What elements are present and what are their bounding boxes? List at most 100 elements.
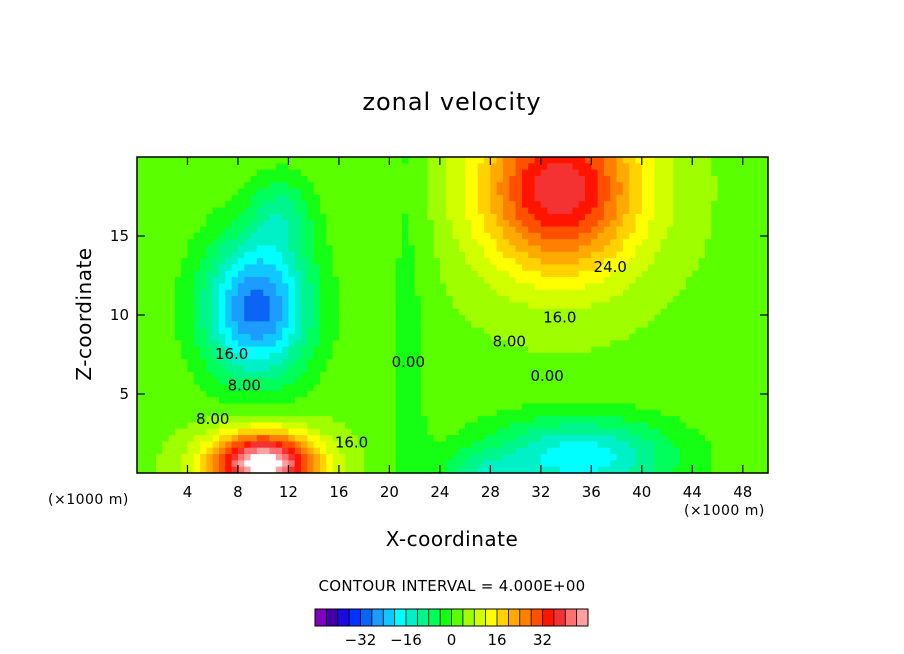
field-cell <box>288 220 296 228</box>
field-cell <box>364 232 372 240</box>
field-cell <box>553 466 561 473</box>
field-cell <box>641 258 649 266</box>
field-cell <box>200 378 208 386</box>
field-cell <box>206 441 214 449</box>
field-cell <box>471 378 479 386</box>
field-cell <box>502 365 510 373</box>
field-cell <box>559 422 567 430</box>
field-cell <box>383 315 390 322</box>
field-cell <box>162 315 170 322</box>
field-cell <box>534 340 542 348</box>
field-cell <box>711 409 719 417</box>
field-cell <box>585 232 592 240</box>
field-cell <box>168 289 176 297</box>
field-cell <box>742 182 750 190</box>
field-cell <box>200 346 208 354</box>
field-cell <box>200 441 208 449</box>
field-cell <box>528 390 536 398</box>
field-cell <box>484 194 491 202</box>
field-cell <box>288 308 296 316</box>
field-cell <box>402 182 409 190</box>
field-cell <box>237 251 245 259</box>
field-cell <box>559 416 567 424</box>
field-cell <box>307 454 315 461</box>
field-cell <box>521 201 529 209</box>
field-cell <box>742 232 750 240</box>
field-cell <box>181 175 189 183</box>
field-cell <box>730 384 738 392</box>
field-cell <box>730 163 738 171</box>
field-cell <box>704 333 712 341</box>
field-cell <box>736 466 744 473</box>
field-cell <box>162 302 170 310</box>
field-cell <box>137 422 144 430</box>
field-cell <box>515 220 523 228</box>
field-cell <box>528 207 536 215</box>
field-cell <box>174 296 182 303</box>
field-cell <box>673 207 681 215</box>
field-cell <box>534 201 542 209</box>
field-cell <box>742 296 750 303</box>
field-cell <box>149 207 157 215</box>
field-cell <box>458 245 466 253</box>
field-cell <box>736 327 744 335</box>
field-cell <box>326 163 334 171</box>
field-cell <box>730 194 738 202</box>
field-cell <box>282 384 290 392</box>
field-cell <box>490 175 498 183</box>
field-cell <box>174 157 182 164</box>
field-cell <box>667 346 674 354</box>
field-cell <box>212 163 220 171</box>
field-cell <box>275 270 283 278</box>
field-cell <box>679 428 687 436</box>
field-cell <box>376 213 384 221</box>
field-cell <box>420 454 428 461</box>
field-cell <box>622 409 630 417</box>
field-cell <box>237 352 245 360</box>
field-cell <box>231 207 239 215</box>
field-cell <box>389 157 397 164</box>
field-cell <box>206 194 214 202</box>
field-cell <box>225 264 233 272</box>
field-cell <box>137 327 144 335</box>
field-cell <box>566 163 573 171</box>
field-cell <box>629 390 637 398</box>
field-cell <box>389 163 397 171</box>
field-cell <box>742 460 750 468</box>
field-cell <box>484 226 491 234</box>
field-cell <box>420 182 428 190</box>
field-cell <box>610 435 618 442</box>
field-cell <box>534 441 542 449</box>
field-cell <box>616 409 624 417</box>
field-cell <box>395 454 403 461</box>
field-cell <box>597 302 605 310</box>
field-cell <box>219 220 226 228</box>
field-cell <box>502 264 510 272</box>
field-cell <box>755 384 763 392</box>
field-cell <box>648 182 656 190</box>
field-cell <box>610 333 618 341</box>
field-cell <box>704 289 712 297</box>
field-cell <box>547 194 555 202</box>
field-cell <box>704 207 712 215</box>
field-cell <box>711 365 719 373</box>
field-cell <box>408 416 416 424</box>
field-cell <box>509 403 517 411</box>
field-cell <box>465 169 473 177</box>
field-cell <box>654 182 662 190</box>
field-cell <box>648 169 656 177</box>
field-cell <box>231 371 239 379</box>
field-cell <box>383 340 390 348</box>
field-cell <box>616 283 624 291</box>
field-cell <box>749 315 756 322</box>
field-cell <box>294 188 302 196</box>
field-cell <box>553 188 561 196</box>
field-cell <box>275 466 283 473</box>
field-cell <box>685 264 693 272</box>
field-cell <box>515 378 523 386</box>
field-cell <box>711 384 719 392</box>
field-cell <box>357 302 365 310</box>
field-cell <box>155 296 163 303</box>
field-cell <box>294 239 302 247</box>
field-cell <box>749 321 756 329</box>
